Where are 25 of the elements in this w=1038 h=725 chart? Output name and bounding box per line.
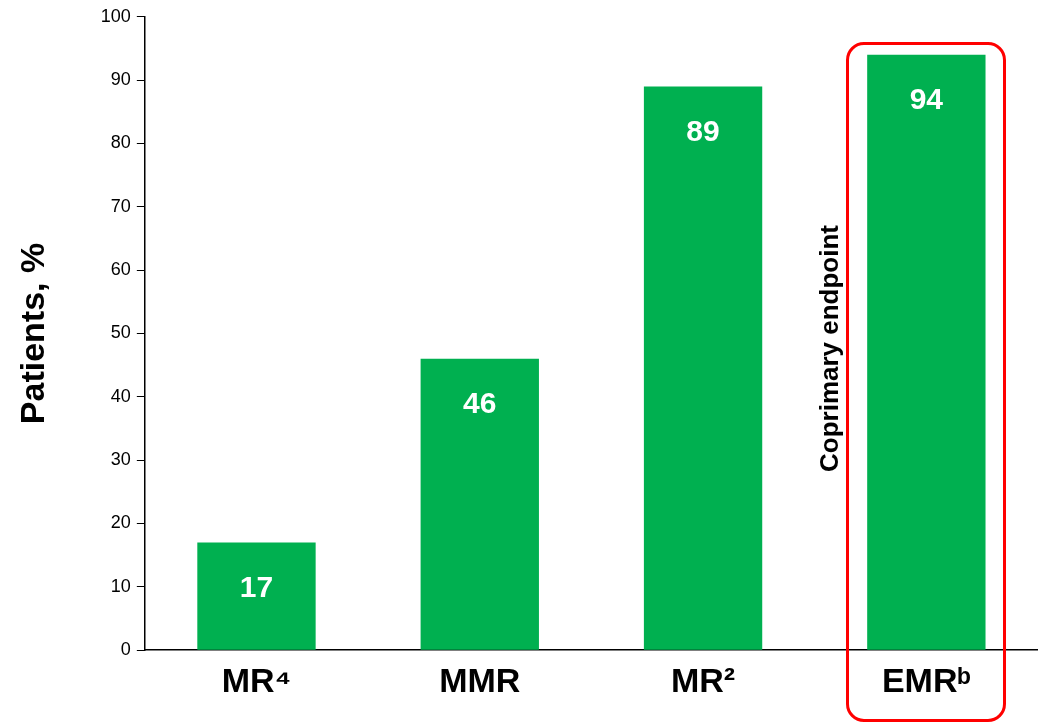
bar [420,358,539,650]
y-tick-label: 90 [110,69,131,90]
bar [867,54,986,650]
y-tick-label: 30 [110,449,131,470]
data-label: 89 [686,113,720,147]
y-tick-label: 100 [100,5,131,26]
annotation: Coprimary endpoint [813,224,844,473]
x-tick-label: MMR [439,660,521,699]
y-tick-label: 70 [110,195,131,216]
y-tick-label: 80 [110,132,131,153]
y-axis-title: Patients, % [12,242,51,425]
y-tick-label: 40 [110,385,131,406]
y-tick-label: 60 [110,259,131,280]
x-tick-label: MR⁴ [221,660,292,699]
y-tick-label: 50 [110,322,131,343]
y-tick-label: 10 [110,575,131,596]
y-tick-label: 0 [120,639,131,660]
data-label: 94 [909,82,944,116]
x-tick-label: MR² [670,660,736,699]
bar [197,542,316,650]
data-label: 46 [463,386,497,420]
bar [643,86,763,650]
y-tick-label: 20 [110,512,131,533]
x-tick-label: EMRᵇ [881,660,971,699]
data-label: 17 [239,569,274,603]
